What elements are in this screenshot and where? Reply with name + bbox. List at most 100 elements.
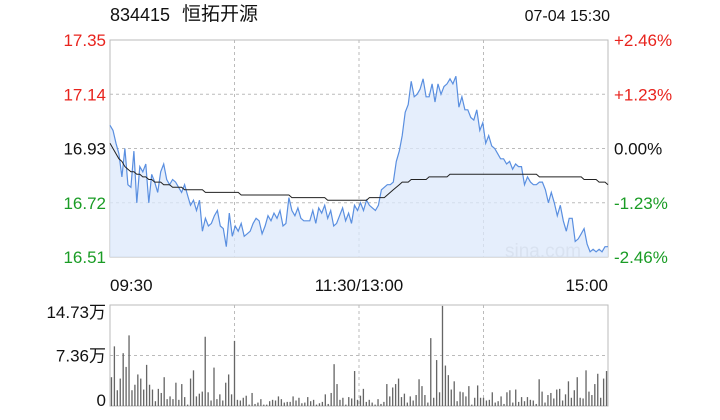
volume-bar xyxy=(459,391,461,406)
volume-bar xyxy=(148,384,151,406)
volume-bar xyxy=(567,381,570,406)
y-tick-label-left: 16.51 xyxy=(63,248,106,267)
volume-bar xyxy=(435,360,438,406)
stock-code: 834415 xyxy=(110,5,171,25)
volume-bar xyxy=(257,402,259,406)
volume-bar xyxy=(559,388,561,406)
volume-bar xyxy=(497,401,499,406)
volume-bar xyxy=(576,377,578,406)
volume-bar xyxy=(547,395,549,406)
volume-bar xyxy=(444,365,447,406)
volume-bar xyxy=(236,399,239,406)
volume-bar xyxy=(400,397,403,406)
volume-bar xyxy=(116,390,118,406)
volume-bar xyxy=(397,378,400,406)
volume-bar xyxy=(289,401,291,406)
volume-bar xyxy=(113,346,116,406)
volume-bar xyxy=(588,391,590,406)
volume-bar xyxy=(550,392,552,406)
volume-bar xyxy=(239,400,242,406)
volume-bar xyxy=(412,400,414,406)
volume-bar xyxy=(494,402,496,406)
volume-bar xyxy=(365,401,367,406)
volume-bar xyxy=(430,338,432,406)
volume-bar xyxy=(421,386,423,406)
volume-bar xyxy=(119,378,121,406)
volume-bar xyxy=(488,399,491,406)
volume-bar xyxy=(122,353,124,406)
volume-bar xyxy=(380,403,382,406)
x-tick-label: 09:30 xyxy=(110,276,153,295)
volume-bar xyxy=(342,397,344,406)
volume-bar xyxy=(327,403,329,406)
y-tick-label-right: -1.23% xyxy=(614,194,668,213)
volume-bar xyxy=(151,389,154,406)
volume-bar xyxy=(605,371,608,406)
volume-bar xyxy=(283,402,285,406)
y-tick-label-left: 17.14 xyxy=(63,85,106,104)
volume-bar xyxy=(468,386,470,406)
y-tick-label-left: 17.35 xyxy=(63,31,106,50)
volume-bar xyxy=(301,403,303,406)
volume-bar xyxy=(178,399,180,406)
volume-bar xyxy=(333,364,335,406)
volume-bar xyxy=(157,388,159,406)
volume-bar xyxy=(137,374,139,406)
y-tick-label-right: 0.00% xyxy=(614,140,662,159)
volume-bar xyxy=(523,401,526,406)
volume-bar xyxy=(233,340,236,406)
volume-bar xyxy=(160,392,162,406)
volume-bar xyxy=(298,397,300,406)
volume-bar xyxy=(500,396,502,406)
volume-bar xyxy=(216,399,218,406)
volume-bar xyxy=(134,384,136,406)
volume-bar xyxy=(573,390,575,406)
volume-bar xyxy=(201,391,203,406)
volume-bar xyxy=(204,336,206,406)
volume-bar xyxy=(268,401,271,406)
volume-bar xyxy=(172,399,174,406)
volume-bar xyxy=(181,384,183,406)
volume-bar xyxy=(556,389,558,406)
volume-bar xyxy=(368,399,370,406)
price-area-fill xyxy=(110,76,608,257)
volume-bar xyxy=(310,401,312,406)
volume-bar xyxy=(538,379,540,406)
volume-bar xyxy=(579,397,581,406)
volume-bar xyxy=(145,364,148,406)
volume-bar xyxy=(186,404,189,406)
volume-bar xyxy=(535,403,537,406)
volume-bar xyxy=(441,305,444,406)
volume-bar xyxy=(476,385,479,406)
volume-bar xyxy=(471,404,473,406)
volume-bar xyxy=(198,393,201,406)
volume-bar xyxy=(377,399,379,406)
volume-bar xyxy=(195,396,198,406)
volume-bar xyxy=(392,387,394,406)
volume-bar xyxy=(386,384,388,406)
y-tick-label-left: 16.72 xyxy=(63,194,106,213)
y-tick-label-left: 16.93 xyxy=(63,140,106,159)
volume-bar xyxy=(453,381,455,406)
volume-bar xyxy=(582,398,584,406)
volume-bar xyxy=(280,399,283,406)
volume-bar xyxy=(356,399,359,406)
volume-bar xyxy=(409,396,411,406)
volume-bar xyxy=(512,402,514,406)
volume-tick-label: 0 xyxy=(97,391,106,410)
volume-bar xyxy=(248,404,250,406)
volume-bar xyxy=(541,391,543,406)
volume-bar xyxy=(315,404,318,406)
volume-bar xyxy=(529,399,532,406)
volume-bar xyxy=(245,395,247,406)
volume-bar xyxy=(362,388,365,406)
volume-bar xyxy=(312,399,315,406)
volume-bar xyxy=(213,367,215,406)
volume-bar xyxy=(125,366,127,406)
volume-bar xyxy=(336,384,338,406)
volume-tick-label: 14.73万 xyxy=(46,303,106,322)
volume-bar xyxy=(189,378,192,406)
volume-bar xyxy=(600,397,602,406)
volume-bar xyxy=(166,399,168,406)
volume-bar xyxy=(210,400,212,406)
